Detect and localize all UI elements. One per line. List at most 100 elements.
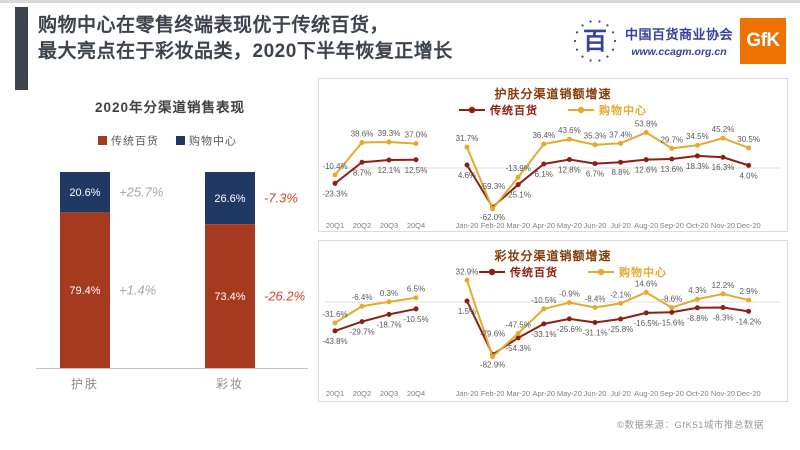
emblem-dot: [589, 59, 592, 62]
x-axis-label: Jun-20: [584, 221, 607, 230]
shopping-mall-value-label: -10.5%: [531, 296, 556, 305]
x-axis-label: 20Q3: [380, 389, 398, 398]
x-axis-label: May-20: [557, 389, 582, 398]
shopping-mall-point: [618, 300, 624, 306]
window-top-edge: [0, 0, 800, 3]
emblem-dot: [598, 20, 601, 23]
shopping-mall-value-label: 37.4%: [609, 130, 632, 139]
dept-store-point: [618, 316, 624, 322]
shopping-mall-point: [746, 145, 752, 151]
shopping-mall-point: [643, 129, 649, 135]
x-axis-label: Nov-20: [711, 221, 735, 230]
dept-store-point: [720, 304, 726, 310]
x-axis-label: Jan-20: [456, 221, 479, 230]
dept-store-point: [464, 162, 470, 168]
shopping-mall-value-label: -62.0%: [480, 213, 505, 222]
dept-store-value-label: -16.5%: [634, 319, 659, 328]
dept-store-value-label: -54.3%: [506, 344, 531, 353]
dept-store-value-label: 16.3%: [712, 163, 735, 172]
legend-item: 购物中心: [568, 102, 647, 118]
dept-store-value-label: 1.5%: [458, 307, 476, 316]
shopping-mall-point: [413, 295, 419, 301]
x-axis-label: Apr-20: [533, 221, 556, 230]
shopping-mall-point: [413, 141, 419, 147]
shopping-mall-line: [466, 131, 749, 211]
dept-store-point: [643, 157, 649, 163]
x-axis-label: 20Q2: [353, 221, 371, 230]
shopping-mall-point: [694, 142, 700, 148]
dept-share-label: 79.4%: [69, 285, 100, 297]
shopping-mall-point: [386, 139, 392, 145]
dept-store-point: [618, 159, 624, 165]
slide-title-line-2: 最大亮点在于彩妆品类，2020下半年恢复正增长: [38, 41, 453, 63]
dept-store-point: [669, 309, 675, 315]
emblem-dot: [575, 31, 579, 34]
shopping-mall-point: [592, 305, 598, 311]
legend-label: 购物中心: [189, 134, 237, 148]
dept-store-point: [515, 182, 521, 188]
shopping-mall-point: [386, 299, 392, 305]
dept-store-value-label: 6.1%: [535, 170, 553, 179]
dept-store-point: [359, 159, 365, 165]
x-axis-label: Jan-20: [456, 389, 479, 398]
dept-store-line: [466, 154, 749, 209]
emblem-dot: [573, 39, 577, 43]
shopping-mall-value-label: 43.6%: [558, 126, 581, 135]
shopping-mall-value-label: -0.9%: [559, 290, 580, 299]
shopping-mall-point: [669, 145, 675, 151]
x-axis-label: Feb-20: [481, 389, 505, 398]
dept-store-value-label: -31.1%: [582, 329, 607, 338]
dept-store-point: [490, 204, 496, 210]
shopping-mall-point: [359, 303, 365, 309]
shopping-mall-point: [618, 140, 624, 146]
shopping-mall-value-label: 14.6%: [635, 279, 658, 288]
shopping-mall-value-label: 53.8%: [635, 119, 658, 128]
x-axis-label: Sep-20: [660, 221, 684, 230]
mall-share-label: 20.6%: [69, 187, 100, 199]
x-axis-label: Aug-20: [634, 389, 658, 398]
legend-label: 传统百货: [490, 105, 538, 117]
legend-swatch: [98, 136, 107, 145]
emblem-dot: [606, 55, 609, 58]
dept-store-point: [566, 316, 572, 322]
emblem-dot: [613, 39, 617, 43]
shopping-mall-point: [515, 174, 521, 180]
legend-item: 传统百货: [479, 264, 558, 280]
dept-store-point: [694, 153, 700, 159]
shopping-mall-value-label: 31.7%: [456, 134, 479, 143]
shopping-mall-value-label: 36.4%: [532, 131, 555, 140]
shopping-mall-line: [334, 296, 417, 324]
dept-store-value-label: 6.7%: [586, 170, 604, 179]
emblem-dot: [581, 55, 584, 58]
shopping-mall-value-label: -82.9%: [480, 361, 505, 370]
logo-row: 百 中国百货商业协会 www.ccagm.org.cn GfK: [572, 18, 786, 64]
dept-share-label: 73.4%: [214, 291, 245, 303]
dept-store-value-label: 12.6%: [635, 166, 658, 175]
shopping-mall-point: [592, 142, 598, 148]
dept-store-value-label: -8.8%: [687, 314, 708, 323]
dept-store-point: [359, 319, 365, 325]
shopping-mall-point: [541, 141, 547, 147]
shopping-mall-value-label: 2.9%: [739, 287, 757, 296]
x-axis-label: Sep-20: [660, 389, 684, 398]
dept-store-point: [464, 298, 470, 304]
shopping-mall-value-label: 34.5%: [686, 132, 709, 141]
shopping-mall-point: [694, 296, 700, 302]
makeup-chart-title: 彩妆分渠道销额增速: [494, 249, 612, 263]
legend-marker-icon: [568, 106, 594, 114]
x-axis-label: Jul-20: [610, 389, 630, 398]
dept-store-line: [334, 307, 417, 332]
dept-store-point: [490, 352, 496, 358]
legend-swatch: [176, 136, 185, 145]
ccagm-emblem-glyph: 百: [583, 28, 607, 55]
dept-store-value-label: 4.6%: [458, 171, 476, 180]
shopping-mall-value-label: 35.3%: [584, 132, 607, 141]
legend-item: 传统百货: [459, 102, 538, 118]
ccagm-emblem-icon: 百: [573, 20, 617, 62]
emblem-dot: [589, 20, 592, 23]
x-axis-label: May-20: [557, 221, 582, 230]
shopping-mall-point: [566, 300, 572, 306]
slide-title: 购物中心在零售终端表现优于传统百货， 最大亮点在于彩妆品类，2020下半年恢复正…: [38, 13, 558, 65]
shopping-mall-value-label: -31.6%: [322, 310, 347, 319]
